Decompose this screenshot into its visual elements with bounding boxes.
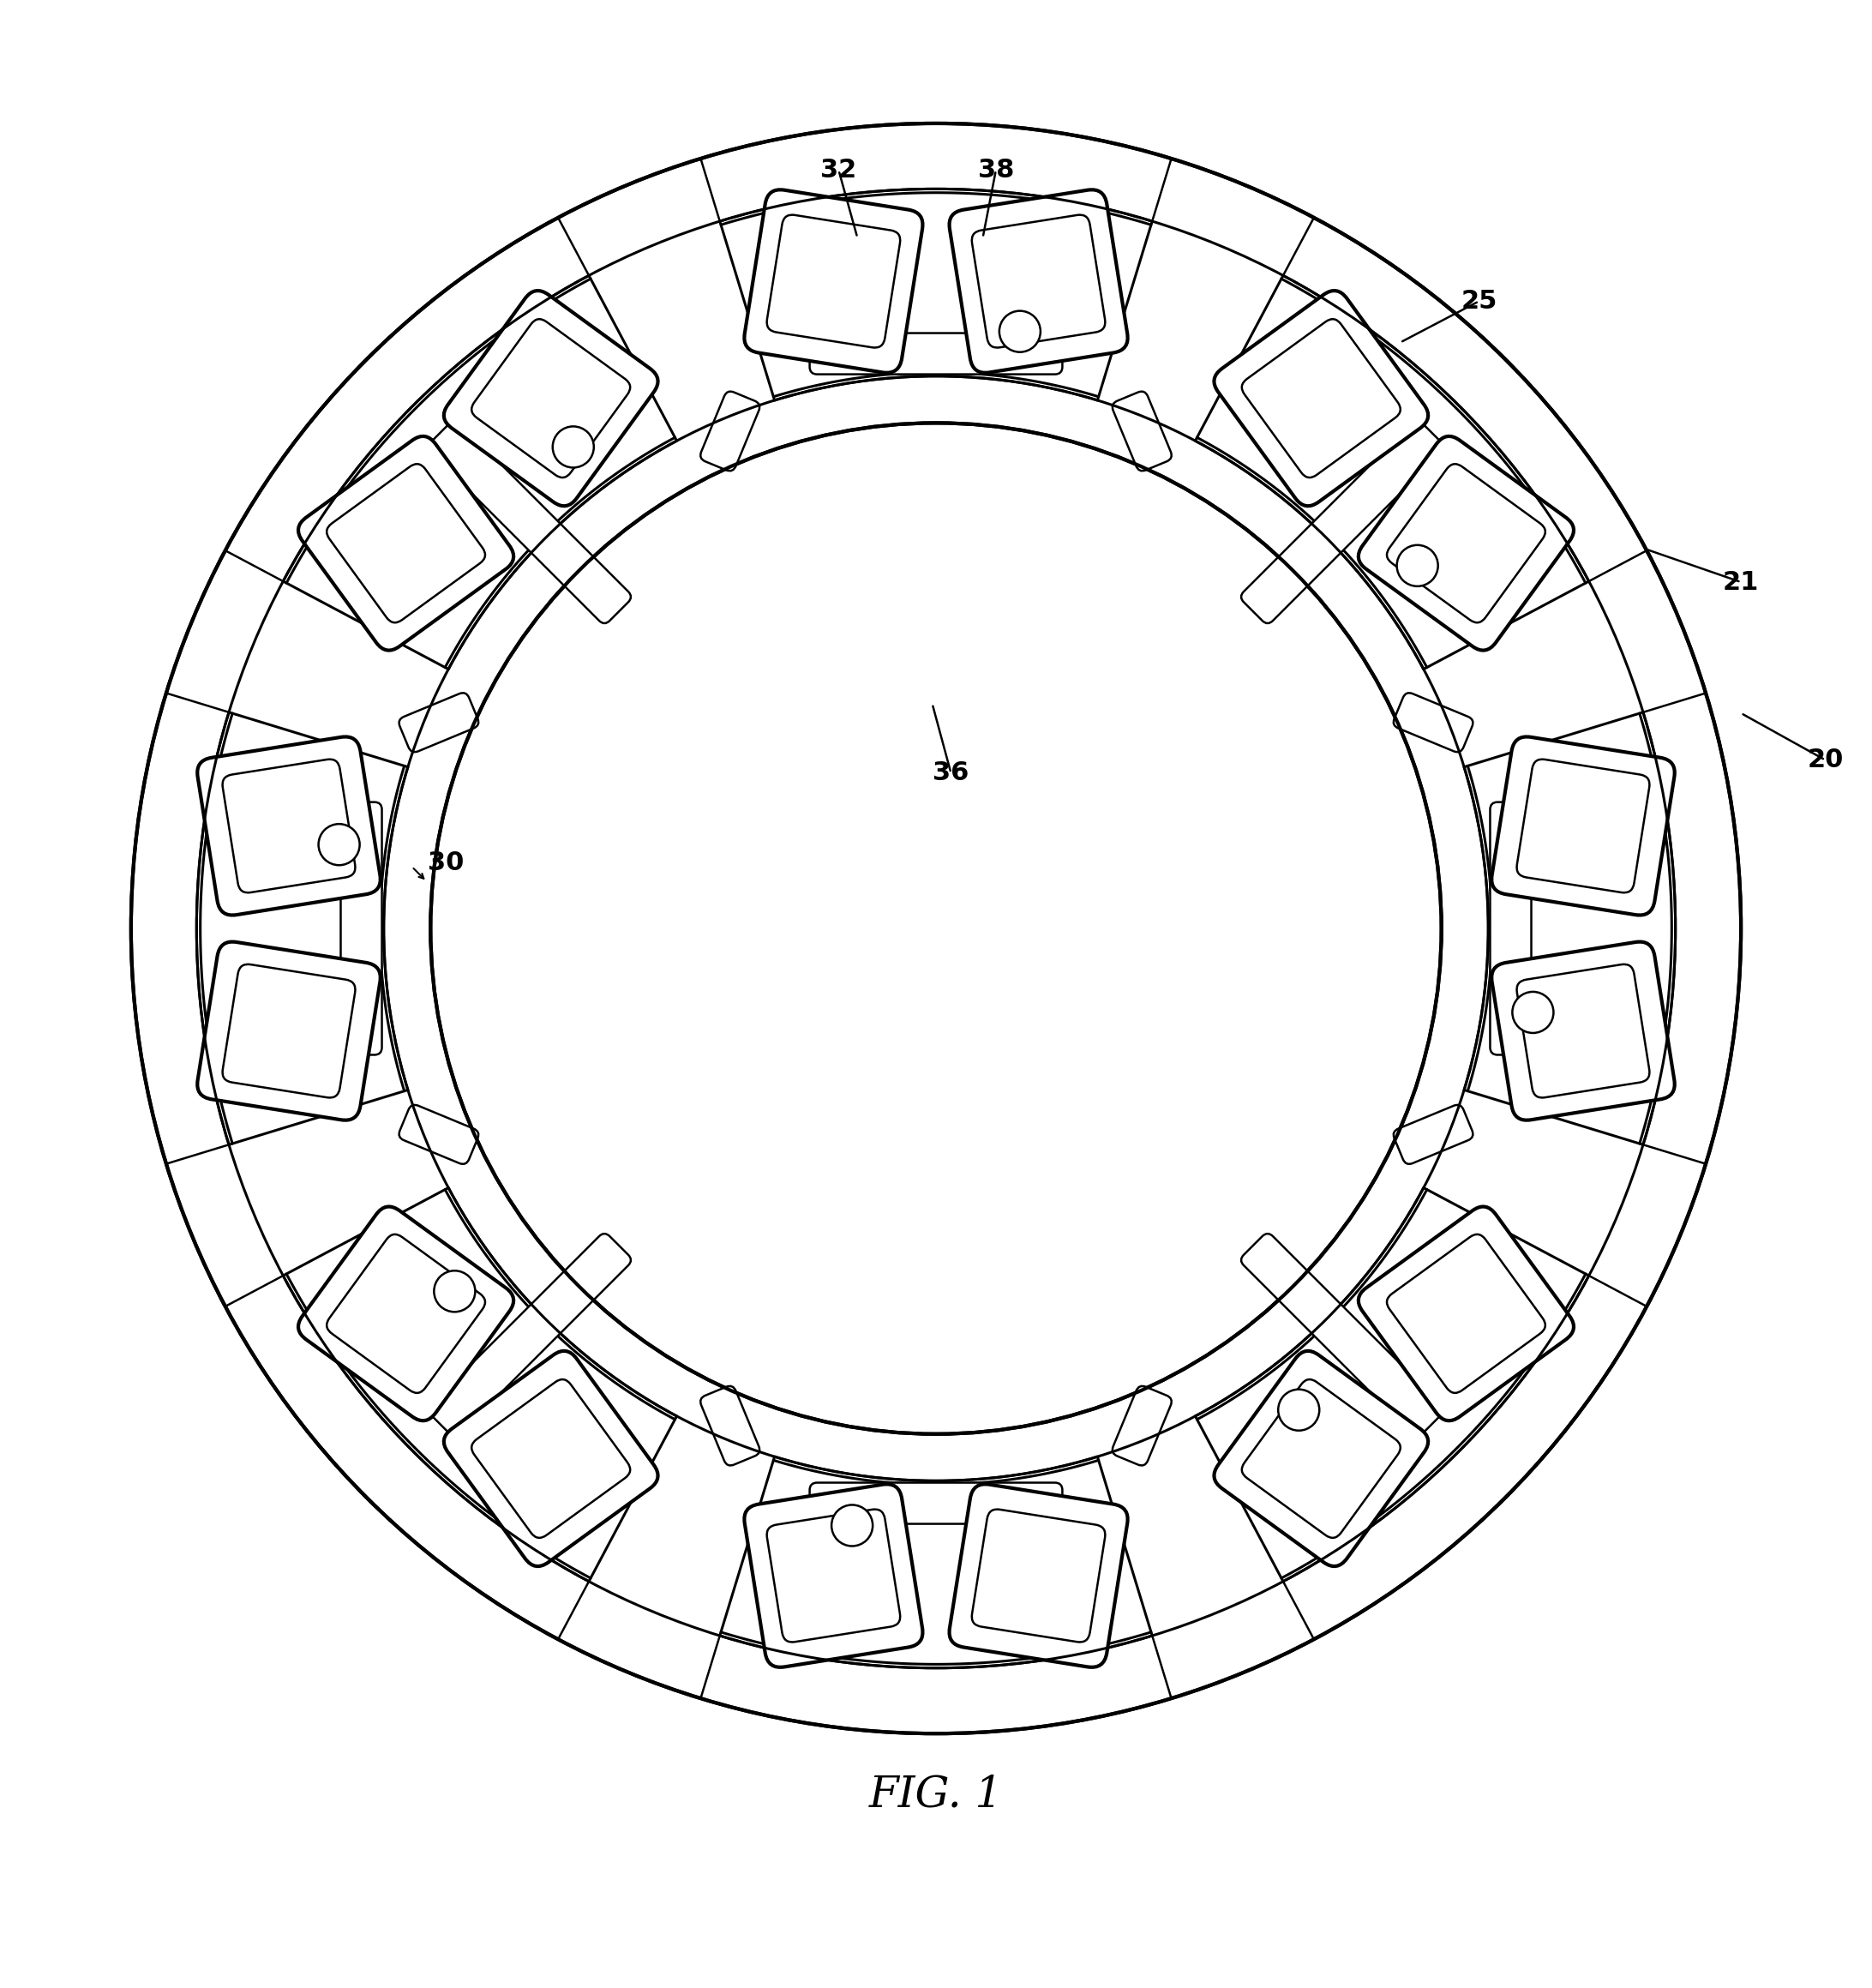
- Polygon shape: [286, 278, 676, 668]
- FancyBboxPatch shape: [1387, 463, 1544, 622]
- FancyBboxPatch shape: [972, 215, 1104, 348]
- Polygon shape: [588, 1415, 775, 1638]
- FancyBboxPatch shape: [444, 290, 657, 507]
- FancyBboxPatch shape: [444, 1352, 657, 1567]
- FancyBboxPatch shape: [223, 964, 356, 1097]
- FancyBboxPatch shape: [1492, 942, 1675, 1119]
- FancyBboxPatch shape: [949, 1485, 1127, 1668]
- FancyBboxPatch shape: [1516, 964, 1649, 1097]
- Circle shape: [1513, 992, 1554, 1034]
- FancyBboxPatch shape: [1241, 320, 1400, 477]
- Circle shape: [197, 189, 1675, 1668]
- Text: 30: 30: [427, 851, 464, 875]
- FancyBboxPatch shape: [1215, 290, 1428, 507]
- FancyBboxPatch shape: [1359, 1207, 1574, 1421]
- FancyBboxPatch shape: [1516, 759, 1649, 893]
- FancyBboxPatch shape: [399, 1105, 479, 1165]
- FancyBboxPatch shape: [1359, 435, 1574, 650]
- Circle shape: [434, 1270, 475, 1312]
- Circle shape: [1000, 310, 1041, 352]
- Polygon shape: [1097, 1415, 1284, 1638]
- Polygon shape: [1196, 278, 1586, 668]
- FancyBboxPatch shape: [1492, 738, 1675, 914]
- FancyBboxPatch shape: [1241, 1380, 1400, 1539]
- FancyBboxPatch shape: [1387, 1235, 1544, 1394]
- FancyBboxPatch shape: [1393, 694, 1473, 751]
- FancyBboxPatch shape: [328, 1235, 485, 1394]
- FancyBboxPatch shape: [223, 759, 356, 893]
- Circle shape: [131, 123, 1741, 1734]
- Polygon shape: [200, 714, 404, 1143]
- Polygon shape: [721, 1461, 1151, 1664]
- FancyBboxPatch shape: [949, 189, 1127, 374]
- FancyBboxPatch shape: [1112, 392, 1172, 471]
- FancyBboxPatch shape: [1490, 801, 1531, 1056]
- FancyBboxPatch shape: [298, 1207, 513, 1421]
- FancyBboxPatch shape: [472, 320, 631, 477]
- FancyBboxPatch shape: [341, 801, 382, 1056]
- FancyBboxPatch shape: [1215, 1352, 1428, 1567]
- FancyBboxPatch shape: [700, 1386, 760, 1465]
- FancyBboxPatch shape: [809, 1483, 1063, 1525]
- FancyBboxPatch shape: [1241, 421, 1443, 624]
- Polygon shape: [227, 580, 449, 767]
- FancyBboxPatch shape: [472, 1380, 631, 1539]
- FancyBboxPatch shape: [197, 942, 380, 1119]
- Circle shape: [1397, 545, 1438, 586]
- Circle shape: [318, 823, 359, 865]
- Polygon shape: [1423, 1089, 1645, 1276]
- Text: 21: 21: [1722, 571, 1760, 594]
- Text: 25: 25: [1460, 288, 1498, 314]
- FancyBboxPatch shape: [745, 1485, 923, 1668]
- FancyBboxPatch shape: [429, 1235, 631, 1435]
- FancyBboxPatch shape: [298, 435, 513, 650]
- Polygon shape: [286, 1189, 676, 1578]
- Polygon shape: [721, 193, 1151, 398]
- FancyBboxPatch shape: [197, 738, 380, 914]
- FancyBboxPatch shape: [1241, 1235, 1443, 1435]
- Text: 36: 36: [932, 761, 970, 785]
- FancyBboxPatch shape: [768, 215, 900, 348]
- Polygon shape: [227, 1089, 449, 1276]
- FancyBboxPatch shape: [745, 189, 923, 374]
- FancyBboxPatch shape: [768, 1509, 900, 1642]
- FancyBboxPatch shape: [328, 463, 485, 622]
- FancyBboxPatch shape: [972, 1509, 1104, 1642]
- Circle shape: [831, 1505, 872, 1547]
- Text: 20: 20: [1806, 747, 1844, 773]
- Circle shape: [431, 423, 1441, 1433]
- Polygon shape: [588, 219, 775, 443]
- Text: FIG. 1: FIG. 1: [869, 1773, 1003, 1817]
- Polygon shape: [1196, 1189, 1586, 1578]
- Circle shape: [552, 425, 593, 467]
- FancyBboxPatch shape: [429, 421, 631, 624]
- FancyBboxPatch shape: [809, 334, 1063, 374]
- Polygon shape: [1468, 714, 1672, 1143]
- FancyBboxPatch shape: [1112, 1386, 1172, 1465]
- Polygon shape: [1097, 219, 1284, 443]
- Circle shape: [384, 376, 1488, 1481]
- Polygon shape: [1423, 580, 1645, 767]
- Circle shape: [1279, 1390, 1320, 1431]
- FancyBboxPatch shape: [700, 392, 760, 471]
- Text: 38: 38: [977, 157, 1015, 183]
- FancyBboxPatch shape: [399, 694, 479, 751]
- FancyBboxPatch shape: [1393, 1105, 1473, 1165]
- Text: 32: 32: [820, 157, 857, 183]
